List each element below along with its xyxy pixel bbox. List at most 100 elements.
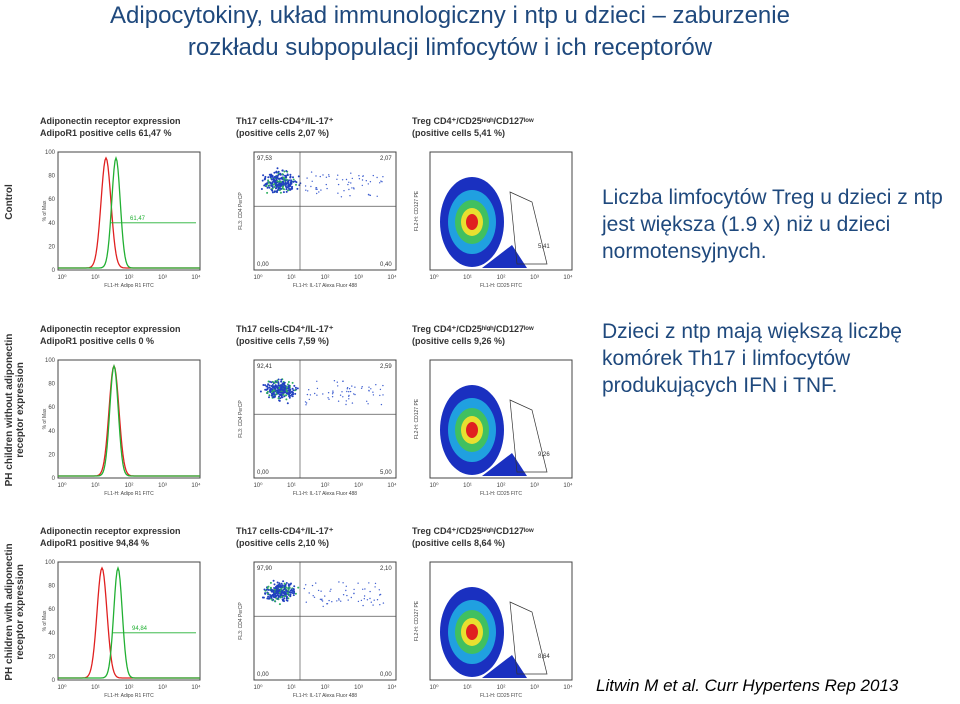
quadrant-value: 5,00 [380, 470, 392, 476]
panel-title: Adiponectin receptor expression [40, 324, 181, 334]
event-dot [290, 582, 292, 585]
event-dot [285, 589, 288, 592]
event-dot [287, 381, 290, 383]
event-dot [278, 389, 281, 392]
event-dot [294, 592, 297, 595]
event-dot [291, 395, 294, 398]
event-dot [292, 180, 295, 183]
event-dot [265, 182, 268, 185]
event-dot [285, 394, 288, 397]
x-tick-label: 10⁴ [387, 684, 397, 691]
y-tick-label: 40 [48, 429, 55, 435]
event-dot [331, 396, 334, 398]
event-dot [288, 583, 291, 586]
x-tick-label: 10⁰ [429, 482, 439, 489]
event-dot [271, 174, 274, 177]
event-dot [284, 391, 287, 394]
event-dot [322, 393, 324, 395]
event-dot [284, 181, 287, 184]
event-dot [319, 175, 321, 178]
event-dot [357, 600, 360, 603]
event-dot [282, 580, 285, 583]
event-dot [347, 599, 349, 601]
event-dot [348, 388, 351, 390]
x-tick-label: 10¹ [463, 275, 472, 281]
y-axis-label: % of Max [42, 610, 48, 631]
citation: Litwin M et al. Curr Hypertens Rep 2013 [596, 676, 899, 695]
event-dot [273, 587, 276, 589]
event-dot [271, 191, 274, 194]
title-line: Adipocytokiny, układ immunologiczny i nt… [110, 2, 790, 29]
y-tick-label: 0 [52, 476, 56, 482]
event-dot [328, 174, 330, 176]
x-tick-label: 10⁰ [57, 274, 67, 281]
y-axis-label: FL3: CD4 PerCP [238, 192, 244, 230]
x-tick-label: 10² [497, 483, 506, 489]
event-dot [336, 600, 338, 602]
event-dot [273, 387, 276, 390]
event-dot [308, 398, 310, 401]
event-dot [336, 381, 338, 383]
event-dot [271, 185, 274, 188]
event-dot [316, 394, 318, 396]
event-dot [351, 177, 353, 180]
event-dot [305, 601, 307, 603]
event-dot [280, 387, 283, 390]
event-dot [277, 170, 280, 173]
event-dot [293, 585, 296, 588]
event-dot [279, 191, 282, 194]
event-dot [309, 394, 312, 396]
event-dot [332, 391, 334, 394]
x-axis-label: FL1-H: CD25 FITC [480, 693, 522, 699]
event-dot [339, 394, 342, 396]
histogram-curve [58, 364, 200, 477]
title-line: rozkładu subpopulacji limfocytów i ich r… [187, 34, 713, 61]
event-dot [273, 190, 276, 193]
panel-title: Treg CD4⁺/CD25ʰⁱᵍʰ/CD127ˡᵒʷ [412, 525, 534, 536]
x-tick-label: 10⁴ [563, 274, 573, 281]
event-dot [285, 599, 288, 602]
event-dot [279, 184, 281, 187]
event-dot [338, 598, 340, 600]
event-dot [342, 380, 344, 382]
event-dot [278, 384, 280, 387]
event-dot [269, 586, 272, 589]
event-dot [286, 186, 288, 189]
x-tick-label: 10⁴ [191, 274, 201, 281]
event-dot [285, 398, 288, 401]
event-dot [336, 178, 338, 180]
event-dot [271, 187, 274, 190]
event-dot [283, 595, 286, 598]
event-dot [380, 403, 383, 406]
panel-title: (positive cells 9,26 %) [412, 336, 505, 346]
event-dot [285, 386, 288, 389]
event-dot [273, 385, 276, 388]
event-dot [283, 582, 286, 585]
event-dot [266, 592, 269, 595]
plot-frame [57, 359, 201, 479]
event-dot [316, 380, 318, 382]
row-label: receptor expression [15, 564, 26, 660]
x-tick-label: 10¹ [287, 685, 296, 691]
event-dot [321, 600, 324, 602]
event-dot [379, 182, 381, 184]
event-dot [279, 180, 282, 183]
event-dot [268, 384, 271, 387]
event-dot [305, 584, 307, 586]
event-dot [331, 393, 334, 395]
event-dot [261, 179, 264, 182]
event-dot [285, 596, 288, 599]
event-dot [275, 597, 278, 600]
note: Dzieci z ntp mają większą liczbę komórek… [602, 320, 902, 397]
event-dot [269, 581, 272, 584]
event-dot [265, 185, 268, 187]
event-dot [372, 391, 374, 393]
event-dot [345, 589, 347, 592]
event-dot [262, 174, 265, 177]
event-dot [288, 187, 290, 190]
event-dot [280, 587, 283, 590]
event-dot [345, 585, 347, 587]
event-dot [348, 394, 350, 397]
event-dot [337, 183, 340, 186]
x-tick-label: 10⁰ [57, 482, 67, 489]
